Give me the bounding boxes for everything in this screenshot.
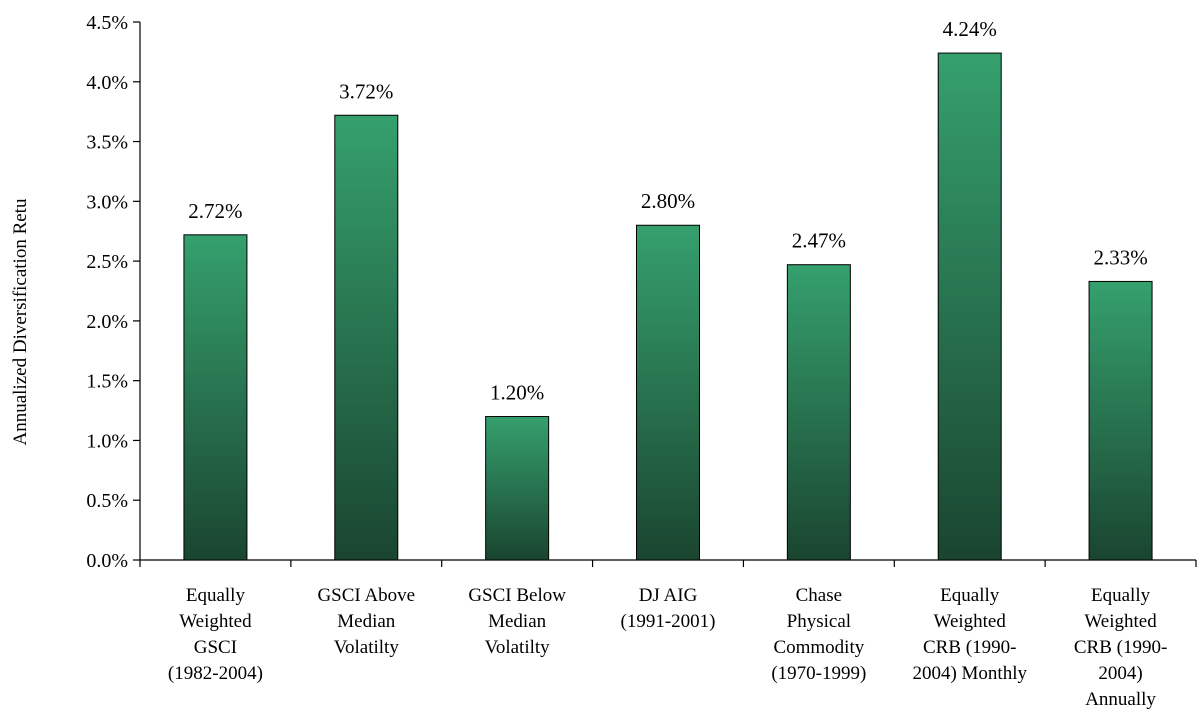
- x-category-label-line: Median: [337, 611, 396, 632]
- chart-labels: 2.72% Equally Weighted GSCI (1982-2004) 3.72%…: [168, 17, 1167, 710]
- y-tick-label: 2.0%: [86, 311, 128, 333]
- x-category-label-line: (1991-2001): [621, 611, 716, 632]
- y-tick-label: 3.0%: [86, 191, 128, 213]
- y-tick-label: 1.0%: [86, 430, 128, 452]
- chart-bars: [183, 52, 1153, 561]
- y-axis-title: Annualized Diversification Retu: [10, 198, 31, 445]
- x-category-label-line: (1982-2004): [168, 663, 263, 684]
- data-label: 2.47%: [792, 229, 846, 253]
- x-category-label-line: GSCI: [194, 637, 237, 658]
- x-category-label-line: CRB (1990-: [1074, 637, 1167, 658]
- x-category-label-line: Equally: [1091, 585, 1151, 606]
- x-category-label-line: Weighted: [1084, 611, 1157, 632]
- x-category-label-line: CRB (1990-: [923, 637, 1016, 658]
- bar: [636, 224, 700, 561]
- bar: [334, 114, 399, 561]
- x-category-label: Equally Weighted CRB (1990- 2004) Annually: [1074, 585, 1167, 710]
- x-category-label: GSCI Below Median Volatilty: [468, 585, 566, 658]
- x-category-label-line: 2004): [1098, 663, 1142, 684]
- bar: [1088, 280, 1153, 561]
- bar: [937, 52, 1002, 561]
- bar: [786, 264, 851, 561]
- x-category-label-line: Volatilty: [334, 637, 400, 658]
- x-category-label-line: DJ AIG: [639, 585, 698, 606]
- y-tick-label: 4.5%: [86, 12, 128, 34]
- x-category-label-line: Median: [488, 611, 547, 632]
- x-category-label-line: 2004) Monthly: [912, 663, 1027, 684]
- bar: [485, 416, 550, 561]
- x-category-label-line: Physical: [787, 611, 851, 632]
- x-category-label-line: Equally: [940, 585, 1000, 606]
- x-category-label-line: Commodity: [773, 637, 864, 658]
- x-category-label: Equally Weighted GSCI (1982-2004): [168, 585, 263, 684]
- x-category-label: Equally Weighted CRB (1990- 2004) Monthly: [912, 585, 1027, 684]
- x-category-label: DJ AIG (1991-2001): [621, 585, 716, 632]
- x-category-label-line: GSCI Above: [317, 585, 415, 606]
- x-category-label-line: Annually: [1085, 689, 1156, 710]
- data-label: 2.72%: [188, 199, 242, 223]
- x-category-label-line: Weighted: [934, 611, 1007, 632]
- x-category-label-line: Weighted: [179, 611, 252, 632]
- x-category-label: GSCI Above Median Volatilty: [317, 585, 415, 658]
- data-label: 1.20%: [490, 381, 544, 405]
- data-label: 3.72%: [339, 79, 393, 103]
- bar: [183, 234, 248, 561]
- y-tick-label: 2.5%: [86, 251, 128, 273]
- y-tick-label: 4.0%: [86, 72, 128, 94]
- data-label: 2.33%: [1093, 245, 1147, 269]
- y-tick-label: 0.5%: [86, 490, 128, 512]
- chart-axes: 0.0% 0.5% 1.0% 1.5% 2.0% 2.5% 3.0% 3.5% 4.0% 4.5%: [86, 12, 1197, 572]
- x-category-label-line: Volatilty: [485, 637, 551, 658]
- x-category-label-line: Chase: [796, 585, 842, 606]
- y-tick-label: 0.0%: [86, 550, 128, 572]
- data-label: 2.80%: [641, 189, 695, 213]
- y-tick-label: 1.5%: [86, 371, 128, 393]
- x-category-label-line: Equally: [186, 585, 246, 606]
- x-category-label: Chase Physical Commodity (1970-1999): [771, 585, 866, 684]
- x-category-label-line: (1970-1999): [771, 663, 866, 684]
- y-tick-label: 3.5%: [86, 132, 128, 154]
- data-label: 4.24%: [943, 17, 997, 41]
- x-category-label-line: GSCI Below: [468, 585, 566, 606]
